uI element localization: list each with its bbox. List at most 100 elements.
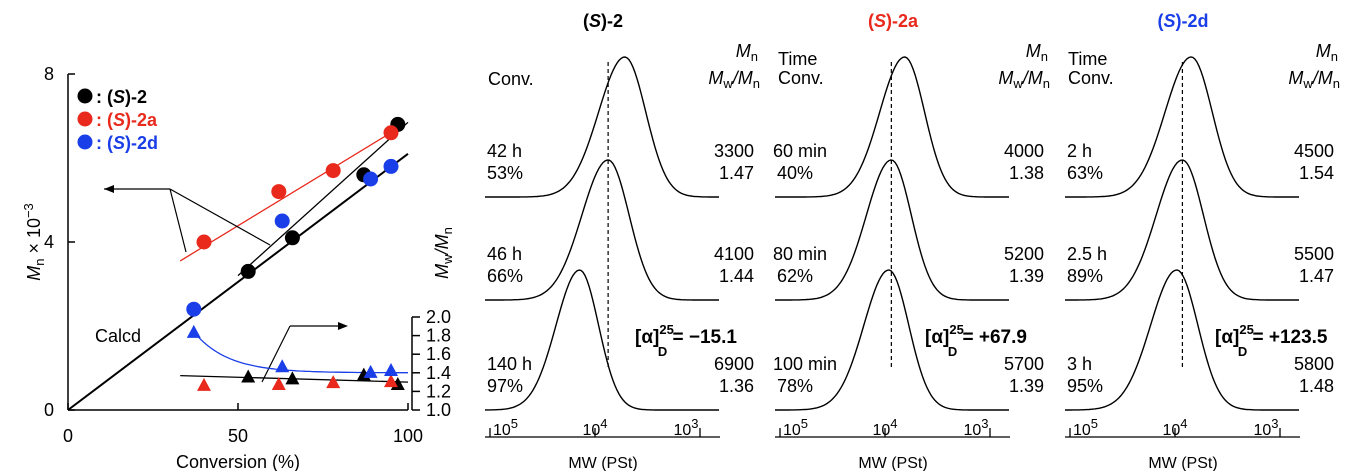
gpc-x-tick-label: 103 xyxy=(673,416,698,439)
trace-mn-label: 5700 xyxy=(1004,354,1044,374)
pdi-point-s-2 xyxy=(285,371,300,385)
gpc-trace xyxy=(484,269,719,411)
calcd-label: Calcd xyxy=(95,326,141,346)
arrow-pdi-head xyxy=(338,322,348,330)
gpc-x-tick-label: 103 xyxy=(963,416,988,439)
gpc-x-tick-label: 105 xyxy=(1073,416,1098,439)
y2-tick-label: 1.2 xyxy=(426,381,451,401)
x-tick-label: 0 xyxy=(63,426,73,446)
mn-point-s-2 xyxy=(240,263,256,279)
trace-conv-label: 62% xyxy=(777,266,813,286)
gpc-trace xyxy=(775,159,1009,301)
mn-point-s-2d xyxy=(383,158,399,174)
gpc-trace xyxy=(775,269,1009,411)
trace-time-label: 46 h xyxy=(487,244,522,264)
y-tick-label: 8 xyxy=(44,64,54,84)
pdi-point-s-2a xyxy=(197,377,211,391)
header-left: Conv. xyxy=(778,68,824,88)
y-axis-label: Mn × 10−3 xyxy=(21,203,47,281)
trace-pdi-label: 1.39 xyxy=(1009,266,1044,286)
legend-label: : (S)-2d xyxy=(96,133,158,153)
pdi-point-s-2d xyxy=(384,363,398,377)
gpc-x-axis-label: MW (PSt) xyxy=(568,455,637,471)
fit-line-s2 xyxy=(237,121,409,277)
y-tick-label: 0 xyxy=(44,400,54,420)
trace-time-label: 2.5 h xyxy=(1067,244,1107,264)
header-mn: Mn xyxy=(1026,41,1048,64)
y-tick-label: 4 xyxy=(44,232,54,252)
trace-mn-label: 5200 xyxy=(1004,244,1044,264)
x-tick-label: 50 xyxy=(228,426,248,446)
gpc-x-tick-label: 105 xyxy=(783,416,808,439)
y2-tick-label: 1.8 xyxy=(426,326,451,346)
mn-point-s-2a xyxy=(196,234,212,250)
y2-tick-label: 1.6 xyxy=(426,344,451,364)
legend-label: : (S)-2 xyxy=(96,87,147,107)
x-axis-label: Conversion (%) xyxy=(176,452,300,471)
trace-mn-label: 4000 xyxy=(1004,141,1044,161)
trace-pdi-label: 1.47 xyxy=(1299,266,1334,286)
pdi-fit-curve-s2d xyxy=(193,331,408,374)
trace-conv-label: 66% xyxy=(487,266,523,286)
trace-pdi-label: 1.47 xyxy=(719,163,754,183)
header-pdi: Mw/Mn xyxy=(708,68,760,91)
header-left: Conv. xyxy=(1068,68,1114,88)
gpc-x-tick-label: 105 xyxy=(493,416,518,439)
arrow-mn-head xyxy=(104,185,114,193)
legend-label: : (S)-2a xyxy=(96,110,158,130)
legend-marker xyxy=(77,134,93,150)
trace-conv-label: 78% xyxy=(777,376,813,396)
legend-marker xyxy=(77,111,93,127)
x-tick-label: 100 xyxy=(393,426,423,446)
trace-conv-label: 40% xyxy=(777,163,813,183)
trace-time-label: 140 h xyxy=(487,354,532,374)
pdi-point-s-2 xyxy=(241,369,256,383)
gpc-x-axis-label: MW (PSt) xyxy=(858,455,927,471)
trace-time-label: 42 h xyxy=(487,141,522,161)
trace-time-label: 60 min xyxy=(773,141,827,161)
pdi-point-s-2a xyxy=(384,374,398,388)
mn-point-s-2a xyxy=(271,184,287,200)
legend-marker xyxy=(77,88,93,104)
gpc-trace xyxy=(485,56,719,198)
panel-title: (S)-2d xyxy=(1157,11,1208,31)
trace-mn-label: 5800 xyxy=(1294,354,1334,374)
header-left: Conv. xyxy=(488,69,534,89)
gpc-x-axis-label: MW (PSt) xyxy=(1148,455,1217,471)
y2-tick-label: 1.0 xyxy=(426,400,451,420)
trace-time-label: 100 min xyxy=(773,354,837,374)
mn-point-s-2d xyxy=(363,171,379,187)
calcd-line xyxy=(67,153,409,411)
y2-tick-label: 2.0 xyxy=(426,307,451,327)
mn-point-s-2a xyxy=(383,125,399,141)
panel-title: (S)-2a xyxy=(868,11,919,31)
pdi-point-s-2d xyxy=(275,359,290,373)
header-mn: Mn xyxy=(1316,41,1338,64)
header-pdi: Mw/Mn xyxy=(1288,68,1340,91)
trace-conv-label: 97% xyxy=(487,376,523,396)
trace-conv-label: 89% xyxy=(1067,266,1103,286)
specific-rotation: [α]25 D = +123.5 xyxy=(1215,322,1328,359)
trace-mn-label: 6900 xyxy=(714,354,754,374)
panel-title: (S)-2 xyxy=(583,11,623,31)
specific-rotation: [α]25 D = +67.9 xyxy=(925,322,1027,359)
trace-time-label: 2 h xyxy=(1067,141,1092,161)
trace-time-label: 80 min xyxy=(773,244,827,264)
arrow-mn-branch xyxy=(169,188,187,253)
trace-mn-label: 4500 xyxy=(1294,141,1334,161)
trace-pdi-label: 1.36 xyxy=(719,376,754,396)
trace-pdi-label: 1.48 xyxy=(1299,376,1334,396)
gpc-trace xyxy=(485,159,719,301)
trace-pdi-label: 1.54 xyxy=(1299,163,1334,183)
header-left: Time xyxy=(1068,49,1107,69)
trace-time-label: 3 h xyxy=(1067,354,1092,374)
trace-pdi-label: 1.44 xyxy=(719,266,754,286)
pdi-point-s-2d xyxy=(186,324,201,338)
mn-point-s-2d xyxy=(186,301,202,317)
mn-point-s-2a xyxy=(325,163,341,179)
pdi-point-s-2a xyxy=(271,376,286,390)
mn-point-s-2 xyxy=(284,230,300,246)
header-mn: Mn xyxy=(736,41,758,64)
trace-mn-label: 3300 xyxy=(714,141,754,161)
